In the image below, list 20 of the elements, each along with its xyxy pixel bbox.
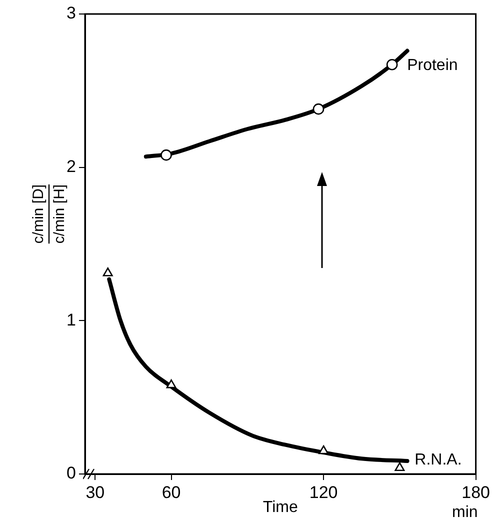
x-tick-label: 60 — [162, 482, 181, 502]
point — [312, 103, 324, 115]
x-tick-label: 30 — [86, 482, 105, 502]
y-tick-label: 3 — [66, 4, 76, 23]
point — [394, 462, 405, 472]
point — [386, 58, 398, 70]
y-tick-label: 1 — [66, 310, 76, 330]
text: min — [452, 504, 478, 521]
point — [160, 149, 172, 161]
y-tick-label: 0 — [66, 464, 76, 483]
series-label: R.N.A. — [414, 451, 462, 468]
point — [102, 267, 113, 276]
y-axis-title: c/min [D] c/min [H] — [30, 184, 68, 244]
point — [166, 379, 176, 388]
point — [318, 445, 329, 454]
series-label: Protein — [407, 57, 458, 74]
y-tick-label: 2 — [66, 157, 76, 176]
x-tick-label: 120 — [309, 482, 338, 502]
x-axis-title: Time — [262, 498, 298, 516]
x-tick-label: 180 — [462, 482, 490, 502]
